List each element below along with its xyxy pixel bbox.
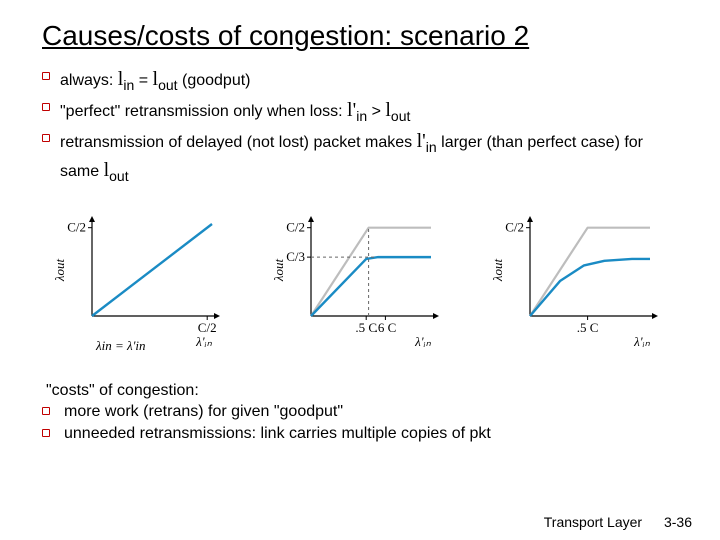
chart-3: C/2 .5 C λout λ'ᵢₙ [484,208,674,358]
cost-2: unneeded retransmissions: link carries m… [42,423,678,445]
svg-text:λout: λout [490,258,505,282]
lambda-in-prime: l'in [347,99,367,121]
bullet-marker-icon [42,134,50,142]
svg-text:λ'ᵢₙ: λ'ᵢₙ [414,334,431,349]
costs-header: "costs" of congestion: [46,380,678,402]
chart-1: C/2 C/2 λout λ'ᵢₙ λin = λ'in [46,208,236,358]
b1-post: (goodput) [182,72,251,89]
svg-text:.5 C: .5 C [577,320,599,335]
cost-1-text: more work (retrans) for given "goodput" [64,403,343,420]
page-title: Causes/costs of congestion: scenario 2 [42,20,678,52]
lambda-out-2: lout [385,99,410,121]
b3-pre: retransmission of delayed (not lost) pac… [60,134,417,151]
b2-gt: > [372,103,386,120]
footer-label: Transport Layer [544,514,642,530]
svg-text:λin = λ'in: λin = λ'in [95,338,146,353]
lambda-in-prime-2: l'in [417,130,437,152]
lambda-in: lin [118,68,134,90]
charts-row: C/2 C/2 λout λ'ᵢₙ λin = λ'in C/2 C/3 .5 C .6 C λ… [42,208,678,358]
lambda-out-3: lout [104,159,129,181]
bullet-marker-icon [42,429,50,437]
bullet-marker-icon [42,103,50,111]
svg-text:λ'ᵢₙ: λ'ᵢₙ [633,334,650,349]
cost-1: more work (retrans) for given "goodput" [42,401,678,423]
b2-pre: "perfect" retransmission only when loss: [60,103,347,120]
b1-pre: always: [60,72,118,89]
costs-section: "costs" of congestion: more work (retran… [42,380,678,445]
bullet-2: "perfect" retransmission only when loss:… [42,97,678,126]
cost-2-text: unneeded retransmissions: link carries m… [64,425,491,442]
lambda-out: lout [153,68,178,90]
svg-text:C/2: C/2 [286,219,305,234]
bullet-marker-icon [42,407,50,415]
b1-eq: = [139,72,153,89]
svg-text:C/2: C/2 [67,219,86,234]
svg-text:λ'ᵢₙ: λ'ᵢₙ [195,334,212,349]
bullet-3: retransmission of delayed (not lost) pac… [42,128,678,186]
chart-2: C/2C/3.5 C.6 Cλoutλ'ᵢₙ [265,208,455,358]
footer: Transport Layer 3-36 [544,514,692,530]
svg-text:C/2: C/2 [198,320,217,335]
svg-text:λout: λout [52,258,67,282]
bullet-1: always: lin = lout (goodput) [42,66,678,95]
bullet-list: always: lin = lout (goodput) "perfect" r… [42,66,678,186]
svg-text:C/2: C/2 [505,219,524,234]
svg-text:C/3: C/3 [286,249,305,264]
svg-text:.6 C: .6 C [375,320,397,335]
svg-text:λout: λout [271,258,286,282]
bullet-marker-icon [42,72,50,80]
page-number: 3-36 [664,514,692,530]
